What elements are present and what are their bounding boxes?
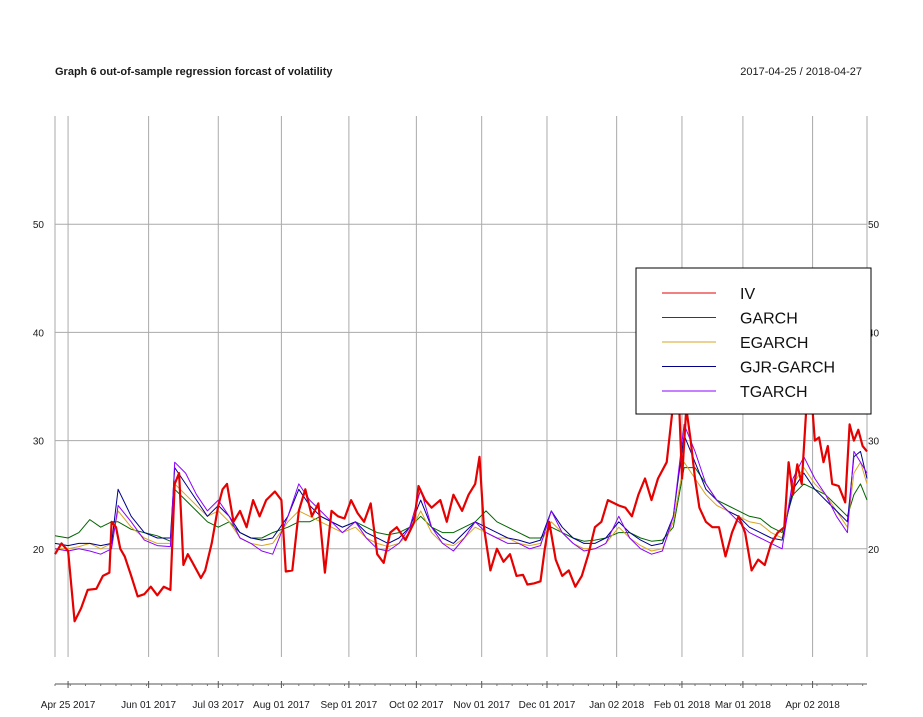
- legend-box: [635, 267, 872, 415]
- y-tick-label-right: 30: [868, 437, 880, 448]
- legend-label-gjr-garch: GJR-GARCH: [740, 360, 835, 377]
- legend-label-iv: IV: [740, 286, 755, 303]
- x-tick-label: Apr 25 2017: [41, 700, 96, 711]
- y-tick-label-right: 20: [868, 545, 880, 556]
- x-tick-label: Mar 01 2018: [715, 700, 772, 711]
- x-tick-label: Apr 02 2018: [785, 700, 840, 711]
- y-tick-label-left: 20: [33, 545, 45, 556]
- legend-label-garch: GARCH: [740, 311, 798, 328]
- x-tick-label: Aug 01 2017: [253, 700, 310, 711]
- x-tick-label: Oct 02 2017: [389, 700, 444, 711]
- x-tick-label: Nov 01 2017: [453, 700, 510, 711]
- legend-label-tgarch: TGARCH: [740, 384, 808, 401]
- series-line-iv: [54, 363, 868, 623]
- x-tick-label: Jul 03 2017: [192, 700, 244, 711]
- y-tick-label-left: 50: [33, 220, 45, 231]
- x-tick-label: Jun 01 2017: [121, 700, 176, 711]
- y-tick-label-right: 50: [868, 220, 880, 231]
- axis-layer: 20 20 30 30 40 40 50 50 Apr 25 2017 Jun 01 2017 Ju…: [33, 220, 880, 711]
- series-line-egarch: [55, 461, 868, 552]
- series-layer: [54, 363, 868, 623]
- y-tick-label-left: 30: [33, 437, 45, 448]
- x-tick-label: Dec 01 2017: [519, 700, 576, 711]
- y-tick-label-right: 40: [868, 328, 880, 339]
- x-tick-label: Sep 01 2017: [321, 700, 378, 711]
- chart-title: Graph 6 out-of-sample regression forcast…: [55, 66, 333, 78]
- series-line-gjr-garch: [54, 434, 868, 547]
- legend-label-egarch: EGARCH: [740, 335, 808, 352]
- legend: IV GARCH EGARCH GJR-GARCH TGARCH: [635, 267, 872, 415]
- x-tick-label: Feb 01 2018: [654, 700, 711, 711]
- series-line-garch: [54, 467, 868, 542]
- date-range-label: 2017-04-25 / 2018-04-27: [740, 66, 862, 78]
- y-tick-label-left: 40: [33, 328, 45, 339]
- x-tick-label: Jan 02 2018: [589, 700, 644, 711]
